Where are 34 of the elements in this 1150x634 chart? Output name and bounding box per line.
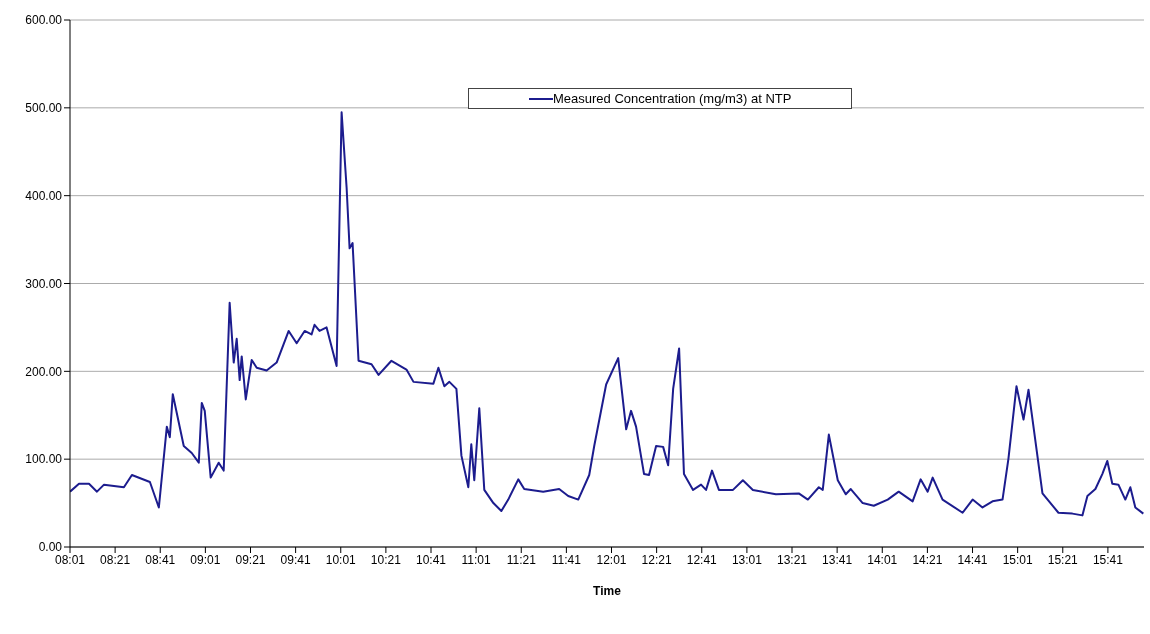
x-tick-label: 12:41	[686, 552, 718, 567]
y-tick-label: 0.00	[38, 540, 63, 555]
line-series	[70, 111, 1144, 517]
x-tick-label: 15:01	[1002, 552, 1033, 567]
x-tick-label: 15:41	[1092, 552, 1124, 567]
x-tick-label: 13:41	[822, 552, 853, 567]
x-tick-label: 14:41	[957, 552, 988, 567]
x-tick-label: 13:01	[731, 552, 763, 567]
y-tick-label: 400.00	[25, 188, 63, 203]
x-tick-label: 14:21	[912, 552, 943, 567]
x-tick-label: 12:01	[596, 552, 627, 567]
legend-label: Measured Concentration (mg/m3) at NTP	[553, 91, 792, 106]
x-tick-label: 12:21	[641, 552, 672, 567]
y-tick-label: 300.00	[25, 276, 63, 291]
x-tick-label: 08:01	[54, 552, 86, 567]
y-tick-label: 200.00	[25, 364, 63, 379]
x-tick-label: 10:41	[415, 552, 447, 567]
x-tick-label: 11:21	[506, 552, 537, 567]
x-tick-label: 14:01	[867, 552, 898, 567]
x-tick-label: 09:21	[235, 552, 266, 567]
x-tick-label: 09:41	[280, 552, 311, 567]
x-tick-label: 11:41	[551, 552, 582, 567]
x-tick-label: 10:21	[370, 552, 402, 567]
x-tick-label: 13:21	[777, 552, 808, 567]
y-tick-label: 600.00	[25, 13, 63, 28]
y-tick-label: 500.00	[25, 101, 63, 116]
x-axis-title: Time	[593, 584, 622, 598]
x-tick-label: 15:21	[1047, 552, 1079, 567]
y-tick-label: 100.00	[25, 452, 63, 467]
x-tick-label: 10:01	[325, 552, 357, 567]
x-tick-label: 11:01	[461, 552, 492, 567]
x-tick-label: 08:41	[145, 552, 176, 567]
x-tick-label: 08:21	[100, 552, 131, 567]
x-tick-label: 09:01	[190, 552, 221, 567]
